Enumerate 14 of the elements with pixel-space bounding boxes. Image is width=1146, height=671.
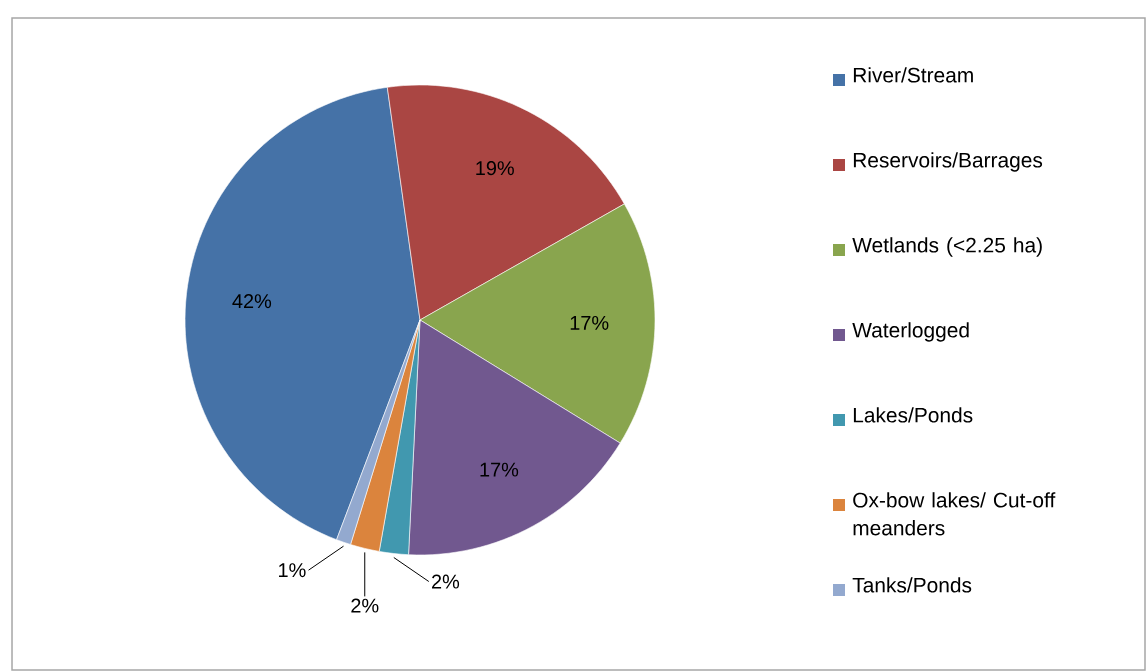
data-label: 2% — [351, 598, 379, 613]
data-label: 19% — [476, 161, 514, 176]
legend-label: Ox-bow lakes/ Cut-off meanders — [853, 492, 1056, 536]
data-label: 17% — [480, 462, 519, 477]
legend-label: Wetlands (<2.25 ha) — [852, 237, 1042, 257]
data-label: 1% — [279, 563, 306, 578]
legend-label: Lakes/Ponds — [853, 407, 973, 423]
data-label: 17% — [570, 315, 609, 330]
legend-label: Waterlogged — [852, 322, 969, 342]
legend-label: Tanks/Ponds — [852, 577, 972, 593]
legend-label: Reservoirs/Barrages — [853, 152, 1043, 172]
legend-label: River/Stream — [853, 67, 973, 83]
data-label: 2% — [432, 574, 460, 589]
data-label: 42% — [232, 294, 272, 309]
